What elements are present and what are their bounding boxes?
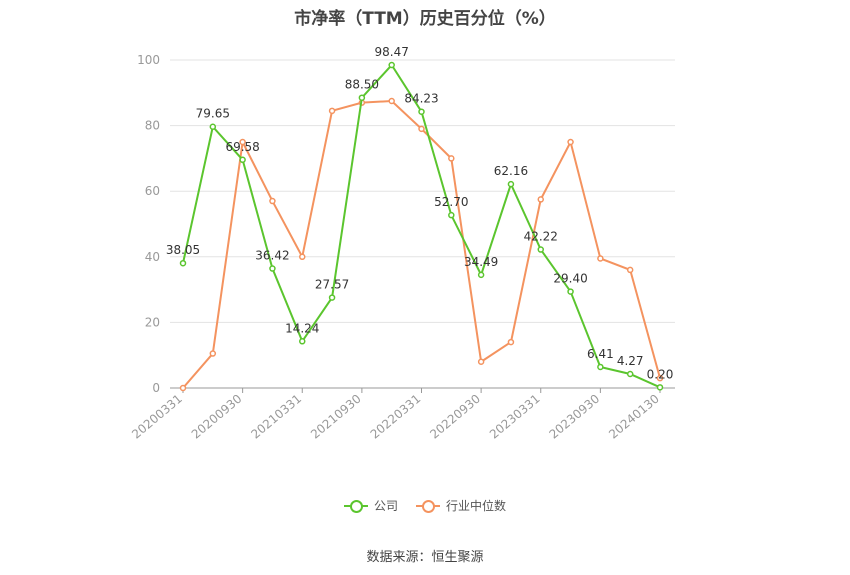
data-point-industry-median[interactable] [209, 350, 217, 357]
data-label-company: 52.70 [434, 195, 468, 209]
data-point-industry-median[interactable] [507, 338, 515, 346]
data-label-layer: 38.05 79.65 69.58 36.42 14.24 27.57 88.50 98.47… [166, 45, 674, 381]
y-tick-label: 100 [137, 53, 160, 67]
data-label-company: 14.24 [285, 321, 319, 335]
data-point-industry-median[interactable] [626, 266, 634, 274]
data-point-industry-median[interactable] [418, 125, 425, 133]
y-tick-label: 0 [152, 381, 160, 395]
y-tick-label: 40 [145, 250, 160, 264]
chart-title: 市净率（TTM）历史百分位（%） [294, 9, 556, 29]
legend-item-industry-median[interactable]: 行业中位数 [416, 497, 506, 514]
x-tick-label: 20200331 [129, 392, 185, 442]
data-point-company[interactable] [656, 384, 664, 391]
legend-swatch-company [343, 499, 368, 513]
data-point-industry-median[interactable] [537, 196, 544, 203]
data-point-industry-median[interactable] [328, 107, 336, 115]
y-tick-label: 80 [145, 119, 160, 133]
data-point-company[interactable] [507, 180, 515, 188]
data-label-company: 84.23 [404, 92, 438, 106]
data-point-company[interactable] [477, 271, 485, 279]
x-tick-label: 20210930 [308, 392, 364, 442]
data-point-industry-median[interactable] [448, 155, 455, 162]
data-point-industry-median[interactable] [239, 138, 246, 146]
data-source: 数据来源：恒生聚源 [366, 550, 484, 565]
data-point-industry-median[interactable] [299, 253, 306, 261]
data-point-industry-median[interactable] [388, 97, 395, 105]
data-point-company[interactable] [269, 265, 276, 272]
y-tick-label: 60 [145, 184, 160, 198]
data-point-industry-median[interactable] [656, 374, 664, 382]
data-point-company[interactable] [418, 108, 425, 115]
x-tick-label: 20240130 [606, 392, 662, 442]
data-label-company: 42.22 [524, 230, 558, 244]
x-tick-label: 20200930 [189, 392, 245, 442]
data-label-company: 62.16 [494, 164, 528, 178]
legend-swatch-industry-median [416, 499, 440, 513]
data-point-company[interactable] [328, 294, 336, 301]
data-label-company: 79.65 [196, 107, 230, 121]
data-label-company: 27.57 [315, 278, 349, 292]
data-label-company: 29.40 [553, 272, 587, 286]
legend-label-company: 公司 [373, 499, 398, 513]
data-point-company[interactable] [597, 363, 604, 371]
legend: 公司 行业中位数 [0, 497, 850, 514]
legend-item-company[interactable]: 公司 [343, 497, 398, 514]
data-point-company[interactable] [179, 259, 187, 267]
data-label-company: 98.47 [375, 45, 409, 59]
data-label-company: 6.41 [587, 347, 614, 361]
x-tick-label: 20220331 [368, 392, 424, 442]
data-point-company[interactable] [537, 246, 544, 253]
x-tick-label: 20230331 [487, 392, 543, 442]
series-layer [179, 61, 664, 392]
data-point-company[interactable] [299, 338, 306, 345]
data-point-industry-median[interactable] [597, 255, 604, 262]
data-label-company: 38.05 [166, 243, 200, 257]
data-label-company: 36.42 [255, 249, 289, 263]
grid-layer [170, 59, 675, 323]
data-label-company: 88.50 [345, 78, 379, 92]
x-tick-label: 20230930 [547, 392, 603, 442]
data-point-company[interactable] [567, 288, 574, 295]
data-label-company: 34.49 [464, 255, 498, 269]
y-tick-label: 20 [145, 315, 160, 329]
data-point-industry-median[interactable] [567, 138, 574, 146]
data-label-company: 0.20 [647, 367, 674, 381]
data-point-company[interactable] [239, 156, 246, 164]
x-tick-label: 20210331 [248, 392, 304, 442]
data-point-industry-median[interactable] [179, 384, 187, 392]
data-point-industry-median[interactable] [477, 358, 485, 366]
data-point-company[interactable] [626, 370, 634, 378]
data-point-company[interactable] [358, 94, 366, 101]
data-point-company[interactable] [388, 61, 395, 69]
data-point-industry-median[interactable] [269, 197, 276, 205]
data-label-company: 4.27 [617, 354, 644, 368]
legend-label-industry-median: 行业中位数 [446, 499, 507, 513]
data-point-company[interactable] [209, 123, 217, 130]
data-label-company: 69.58 [225, 140, 259, 154]
x-tick-label: 20220930 [427, 392, 483, 442]
data-point-company[interactable] [448, 211, 455, 219]
